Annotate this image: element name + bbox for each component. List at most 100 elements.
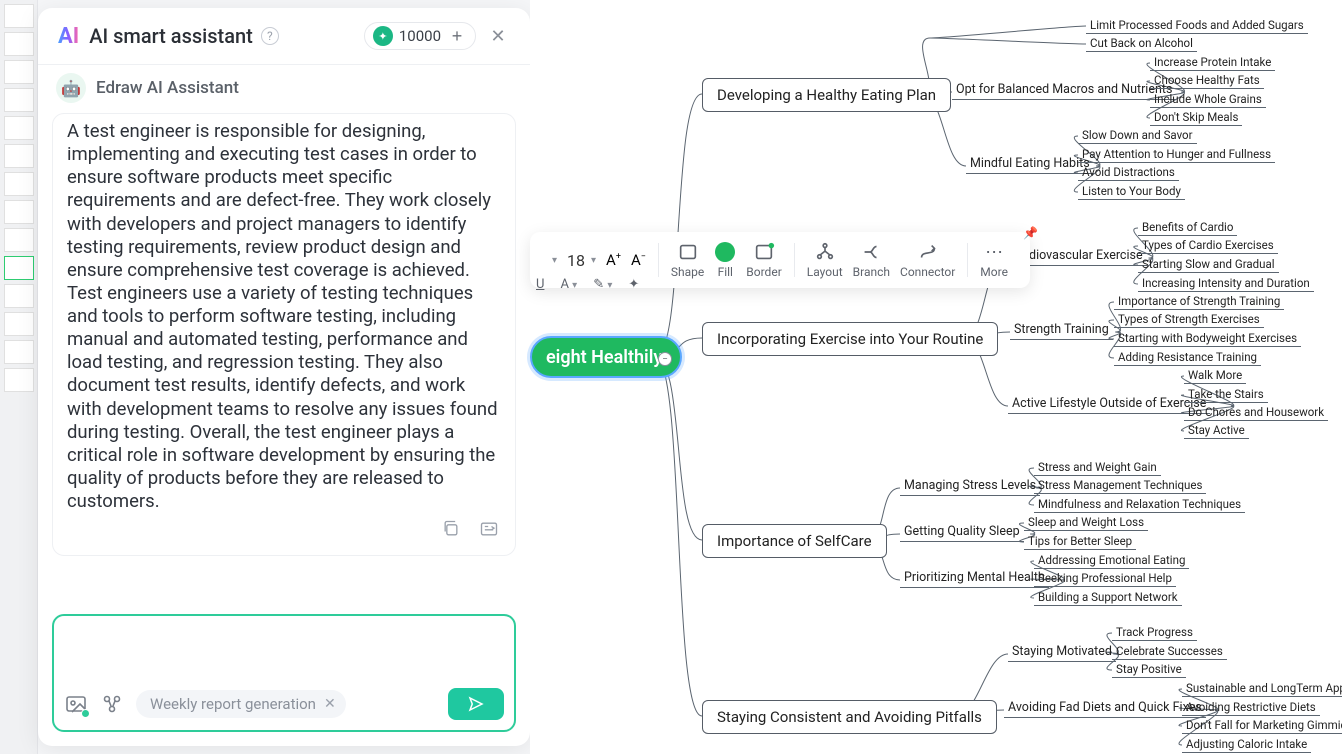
- shape-icon: [677, 241, 699, 263]
- suggestion-chip[interactable]: Weekly report generation ✕: [136, 690, 346, 718]
- font-size-value[interactable]: 18: [567, 251, 585, 270]
- mindmap-leaf-node[interactable]: Adjusting Caloric Intake: [1182, 737, 1311, 753]
- root-node-label: eight Healthily: [546, 347, 662, 368]
- mindmap-leaf-node[interactable]: Don't Skip Meals: [1150, 110, 1242, 126]
- mindmap-sub-node[interactable]: Avoiding Fad Diets and Quick Fixes: [1004, 700, 1206, 718]
- branch-tool[interactable]: Branch: [853, 241, 890, 279]
- pin-toolbar-icon[interactable]: 📌: [1023, 226, 1038, 240]
- ai-prompt-input[interactable]: [54, 616, 514, 686]
- collapse-handle-icon[interactable]: −: [658, 352, 672, 366]
- mindmap-leaf-node[interactable]: Walk More: [1184, 368, 1246, 384]
- ai-panel-header: AI AI smart assistant ? ✦ 10000 + ✕: [38, 8, 530, 65]
- mindmap-leaf-node[interactable]: Choose Healthy Fats: [1150, 73, 1264, 89]
- credits-badge[interactable]: ✦ 10000 +: [364, 22, 476, 50]
- mindmap-canvas[interactable]: eight Healthily − Developing a Healthy E…: [530, 0, 1342, 754]
- attach-image-icon[interactable]: [64, 692, 88, 716]
- ai-logo: AI: [58, 24, 79, 49]
- floating-toolbar-row2: U A ▾ ✎ ▾ ✦: [530, 274, 639, 294]
- fill-label: Fill: [718, 265, 733, 279]
- help-icon[interactable]: ?: [261, 27, 279, 45]
- add-credits-button[interactable]: +: [447, 26, 467, 46]
- mindmap-leaf-node[interactable]: Starting with Bodyweight Exercises: [1114, 331, 1301, 347]
- highlight-tool[interactable]: ✎ ▾: [593, 277, 612, 292]
- mindmap-leaf-node[interactable]: Include Whole Grains: [1150, 92, 1266, 108]
- mindmap-leaf-node[interactable]: Building a Support Network: [1034, 590, 1182, 606]
- mindmap-leaf-node[interactable]: Mindfulness and Relaxation Techniques: [1034, 497, 1245, 513]
- mindmap-sub-node[interactable]: Mindful Eating Habits: [966, 156, 1094, 174]
- thumbnail-strip: [0, 0, 38, 754]
- mindmap-sub-node[interactable]: Managing Stress Levels: [900, 478, 1040, 496]
- mindmap-leaf-node[interactable]: Increasing Intensity and Duration: [1138, 276, 1314, 292]
- font-color-tool[interactable]: A ▾: [560, 277, 577, 292]
- copy-message-icon[interactable]: [441, 519, 461, 545]
- insert-message-icon[interactable]: [479, 519, 499, 545]
- mindmap-leaf-node[interactable]: Listen to Your Body: [1078, 184, 1185, 200]
- assistant-avatar-icon: 🤖: [56, 73, 86, 103]
- mindmap-leaf-node[interactable]: Slow Down and Savor: [1078, 128, 1197, 144]
- more-tool[interactable]: ⋯ More: [980, 241, 1008, 279]
- mindmap-leaf-node[interactable]: Stay Positive: [1112, 662, 1186, 678]
- mindmap-leaf-node[interactable]: Addressing Emotional Eating: [1034, 553, 1189, 569]
- shape-label: Shape: [671, 265, 704, 279]
- mindmap-leaf-node[interactable]: Starting Slow and Gradual: [1138, 257, 1279, 273]
- mindmap-leaf-node[interactable]: Stay Active: [1184, 423, 1249, 439]
- mindmap-leaf-node[interactable]: Avoid Distractions: [1078, 165, 1179, 181]
- border-tool[interactable]: Border: [746, 241, 781, 279]
- mindmap-leaf-node[interactable]: Celebrate Successes: [1112, 644, 1227, 660]
- mindmap-leaf-node[interactable]: Types of Strength Exercises: [1114, 312, 1264, 328]
- mindmap-sub-node[interactable]: Getting Quality Sleep: [900, 524, 1024, 542]
- mindmap-leaf-node[interactable]: Cut Back on Alcohol: [1086, 36, 1197, 52]
- mindmap-sub-node[interactable]: Active Lifestyle Outside of Exercise: [1008, 396, 1210, 414]
- mindmap-leaf-node[interactable]: Adding Resistance Training: [1114, 350, 1261, 366]
- mindmap-branch-node[interactable]: Staying Consistent and Avoiding Pitfalls: [702, 700, 997, 734]
- connector-tool[interactable]: Connector: [900, 241, 955, 279]
- credits-value: 10000: [399, 27, 441, 45]
- mindmap-leaf-node[interactable]: Seeking Professional Help: [1034, 571, 1176, 587]
- mindmap-leaf-node[interactable]: Sleep and Weight Loss: [1024, 515, 1148, 531]
- font-size-dropdown[interactable]: ▾: [591, 255, 596, 266]
- underline-tool[interactable]: U: [536, 277, 544, 292]
- shape-tool[interactable]: Shape: [671, 241, 704, 279]
- ai-assistant-panel: AI AI smart assistant ? ✦ 10000 + ✕ 🤖 Ed…: [38, 8, 530, 746]
- mindmap-leaf-node[interactable]: Types of Cardio Exercises: [1138, 238, 1278, 254]
- mindmap-leaf-node[interactable]: Increase Protein Intake: [1150, 55, 1275, 71]
- mindmap-branch-node[interactable]: Developing a Healthy Eating Plan: [702, 78, 951, 112]
- mindmap-sub-node[interactable]: Prioritizing Mental Health: [900, 570, 1049, 588]
- layout-tool[interactable]: Layout: [807, 241, 843, 279]
- decrease-font-icon[interactable]: A−: [631, 251, 646, 269]
- assistant-message: A test engineer is responsible for desig…: [52, 113, 516, 556]
- font-family-dropdown[interactable]: ▾: [552, 255, 557, 266]
- brainstorm-icon[interactable]: [100, 692, 124, 716]
- mindmap-sub-node[interactable]: Staying Motivated: [1008, 644, 1116, 662]
- fill-tool[interactable]: Fill: [714, 241, 736, 279]
- assistant-name: Edraw AI Assistant: [96, 78, 239, 98]
- fill-icon: [714, 241, 736, 263]
- assistant-message-text: A test engineer is responsible for desig…: [67, 120, 498, 512]
- mindmap-leaf-node[interactable]: Don't Fall for Marketing Gimmicks: [1182, 718, 1342, 734]
- mindmap-leaf-node[interactable]: Limit Processed Foods and Added Sugars: [1086, 18, 1308, 34]
- assistant-header-row: 🤖 Edraw AI Assistant: [52, 69, 516, 113]
- mindmap-leaf-node[interactable]: Stress and Weight Gain: [1034, 460, 1161, 476]
- mindmap-branch-node[interactable]: Incorporating Exercise into Your Routine: [702, 322, 998, 356]
- send-button[interactable]: [448, 688, 504, 720]
- border-icon: [753, 241, 775, 263]
- mindmap-leaf-node[interactable]: Pay Attention to Hunger and Fullness: [1078, 147, 1275, 163]
- mindmap-leaf-node[interactable]: Do Chores and Housework: [1184, 405, 1328, 421]
- mindmap-leaf-node[interactable]: Stress Management Techniques: [1034, 478, 1206, 494]
- mindmap-leaf-node[interactable]: Importance of Strength Training: [1114, 294, 1284, 310]
- more-icon: ⋯: [983, 241, 1005, 263]
- mindmap-leaf-node[interactable]: Track Progress: [1112, 625, 1197, 641]
- close-panel-button[interactable]: ✕: [486, 24, 510, 48]
- mindmap-leaf-node[interactable]: Take the Stairs: [1184, 387, 1268, 403]
- mindmap-sub-node[interactable]: Strength Training: [1010, 322, 1113, 340]
- clear-format-tool[interactable]: ✦: [628, 277, 639, 292]
- mindmap-leaf-node[interactable]: Sustainable and LongTerm Approaches: [1182, 681, 1342, 697]
- remove-chip-icon[interactable]: ✕: [324, 696, 336, 712]
- mindmap-branch-node[interactable]: Importance of SelfCare: [702, 524, 887, 558]
- mindmap-sub-node[interactable]: Opt for Balanced Macros and Nutrients: [952, 82, 1176, 100]
- mindmap-leaf-node[interactable]: Benefits of Cardio: [1138, 220, 1237, 236]
- mindmap-leaf-node[interactable]: Avoiding Restrictive Diets: [1182, 700, 1320, 716]
- increase-font-icon[interactable]: A+: [606, 251, 621, 269]
- branch-icon: [860, 241, 882, 263]
- mindmap-leaf-node[interactable]: Tips for Better Sleep: [1024, 534, 1136, 550]
